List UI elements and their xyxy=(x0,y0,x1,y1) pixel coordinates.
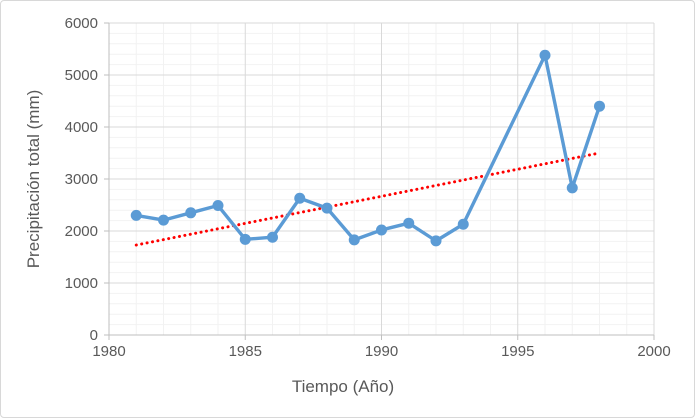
data-point[interactable] xyxy=(594,100,605,112)
data-point[interactable] xyxy=(294,192,306,204)
data-point[interactable] xyxy=(376,224,387,236)
x-tick-label: 2000 xyxy=(637,343,670,360)
x-tick-label: 1980 xyxy=(92,343,125,360)
y-tick-label: 4000 xyxy=(65,119,98,136)
trendline-group xyxy=(134,151,601,247)
series-line[interactable] xyxy=(134,53,602,243)
tick-labels: 1980 1985 1990 1995 2000 0 1000 2000 3000 4000 500… xyxy=(65,15,671,360)
x-axis-title: Tiempo (Año) xyxy=(292,377,394,396)
data-point[interactable] xyxy=(239,233,251,245)
y-tick-label: 5000 xyxy=(65,67,98,84)
data-point[interactable] xyxy=(539,49,551,61)
data-point[interactable] xyxy=(457,218,469,230)
y-tick-label: 0 xyxy=(90,327,98,344)
data-point[interactable] xyxy=(212,200,224,212)
data-series-group xyxy=(130,49,605,247)
data-point[interactable] xyxy=(403,217,415,229)
data-point[interactable] xyxy=(158,214,169,226)
data-point[interactable] xyxy=(130,209,142,221)
y-tick-label: 6000 xyxy=(65,15,98,32)
major-gridlines xyxy=(109,22,655,335)
x-tick-label: 1995 xyxy=(501,343,534,360)
x-tick-label: 1985 xyxy=(229,343,262,360)
data-point[interactable] xyxy=(267,231,278,243)
y-tick-label: 2000 xyxy=(65,223,98,240)
data-point[interactable] xyxy=(566,182,578,194)
data-point[interactable] xyxy=(185,207,197,219)
y-tick-label: 3000 xyxy=(65,171,98,188)
y-tick-label: 1000 xyxy=(65,275,98,292)
trendline-dotted[interactable] xyxy=(134,151,601,247)
axes xyxy=(104,22,655,340)
data-point[interactable] xyxy=(348,234,360,246)
x-tick-label: 1990 xyxy=(365,343,398,360)
y-axis-title: Precipitación total (mm) xyxy=(24,90,43,269)
data-point[interactable] xyxy=(430,235,442,247)
data-point[interactable] xyxy=(321,202,333,214)
